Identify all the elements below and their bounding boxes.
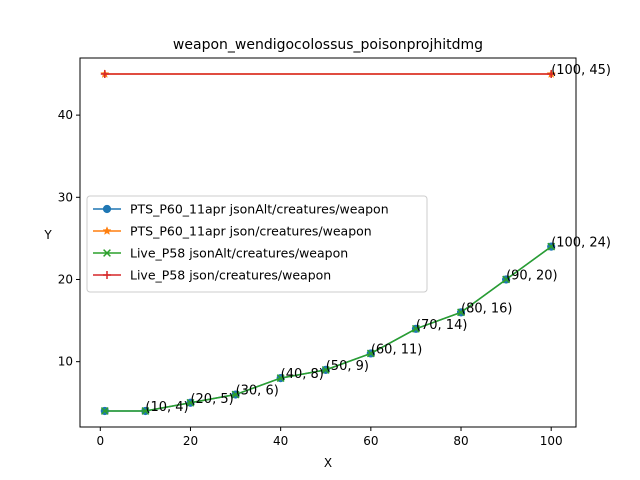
y-tick-label: 30 (58, 190, 73, 204)
x-axis: 0 20 40 60 80 100 (96, 427, 563, 448)
data-label: (30, 6) (236, 384, 279, 399)
y-tick-label: 10 (58, 355, 73, 369)
legend-entry: PTS_P60_11apr json/creatures/weapon (93, 224, 372, 239)
legend-entry: Live_P58 json/creatures/weapon (93, 268, 331, 283)
series-4 (100, 70, 556, 79)
legend: PTS_P60_11apr jsonAlt/creatures/weapon PT… (86, 195, 428, 293)
data-label: (100, 45) (551, 63, 611, 78)
data-point (100, 407, 109, 415)
data-label: (60, 11) (371, 342, 423, 357)
data-label: (20, 5) (190, 392, 233, 407)
data-label: (40, 8) (281, 367, 324, 382)
x-tick-label: 0 (96, 434, 104, 448)
legend-marker (103, 249, 111, 257)
x-tick-label: 40 (273, 434, 288, 448)
data-point (502, 275, 511, 284)
data-label: (70, 14) (416, 318, 468, 333)
legend-label: Live_P58 jsonAlt/creatures/weapon (130, 246, 348, 261)
data-point (186, 398, 195, 407)
x-tick-label: 80 (453, 434, 468, 448)
x-tick-label: 60 (363, 434, 378, 448)
x-axis-label: X (324, 456, 332, 470)
data-point (457, 308, 465, 317)
data-label: (10, 4) (145, 400, 188, 415)
series-3 (100, 242, 556, 415)
y-tick-label: 40 (58, 108, 73, 122)
data-point (547, 70, 556, 79)
data-label: (90, 20) (506, 268, 558, 283)
data-point (100, 70, 109, 79)
data-point (231, 390, 240, 399)
data-label: (50, 9) (326, 359, 369, 374)
y-axis-label: Y (43, 228, 52, 242)
x-tick-label: 100 (540, 434, 563, 448)
data-point (547, 242, 556, 251)
legend-label: PTS_P60_11apr json/creatures/weapon (130, 224, 372, 239)
legend-entry: PTS_P60_11apr jsonAlt/creatures/weapon (93, 202, 389, 217)
data-point (141, 407, 150, 415)
legend-label: PTS_P60_11apr jsonAlt/creatures/weapon (130, 202, 389, 217)
data-point (321, 365, 330, 374)
data-point (411, 324, 420, 333)
y-tick-label: 20 (58, 272, 73, 286)
legend-box (86, 195, 428, 293)
data-label: (100, 24) (551, 236, 611, 251)
legend-marker (102, 226, 112, 235)
y-axis: 10 20 30 40 (58, 108, 80, 369)
plot-frame (79, 57, 577, 428)
annotation-layer: (10, 4)(20, 5)(30, 6)(40, 8)(50, 9)(60, … (145, 63, 611, 415)
data-point (366, 349, 375, 358)
legend-marker (102, 204, 112, 214)
legend-label: Live_P58 json/creatures/weapon (130, 268, 331, 283)
series-layer (100, 69, 556, 416)
chart-title: weapon_wendigocolossus_poisonprojhitdmg (173, 37, 483, 53)
legend-entry: Live_P58 jsonAlt/creatures/weapon (93, 246, 348, 261)
data-label: (80, 16) (461, 301, 513, 316)
data-point (276, 374, 285, 383)
legend-marker (103, 271, 111, 279)
x-tick-label: 20 (183, 434, 198, 448)
